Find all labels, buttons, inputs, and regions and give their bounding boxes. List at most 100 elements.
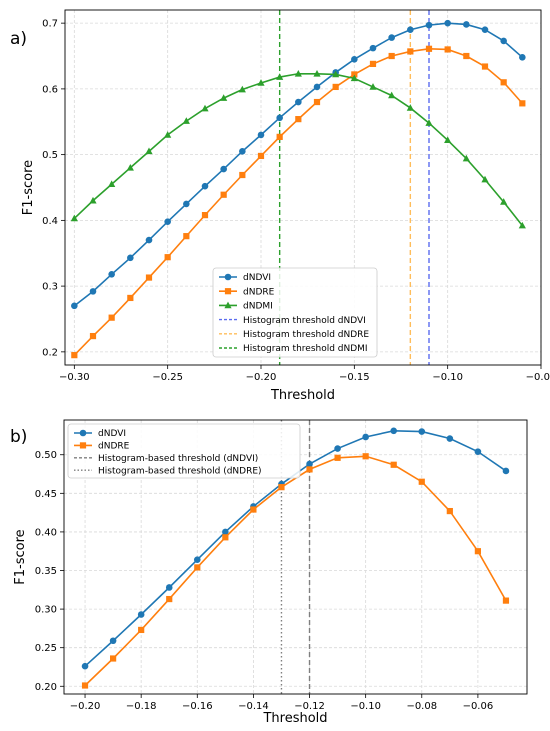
data-point — [145, 236, 153, 244]
data-point — [276, 73, 284, 80]
data-point — [70, 214, 78, 222]
y-tick-label: 0.5 — [42, 150, 58, 161]
data-point — [89, 196, 97, 204]
data-point — [306, 466, 313, 473]
y-tick-label: 0.40 — [35, 527, 57, 538]
legend-label: Histogram threshold dNDVI — [243, 316, 366, 326]
data-point — [164, 131, 172, 138]
data-point — [407, 48, 414, 55]
x-axis-label: Threshold — [270, 388, 335, 403]
data-point — [220, 165, 227, 173]
data-point — [481, 63, 489, 70]
data-point — [351, 71, 358, 78]
series-dNDRE — [71, 45, 526, 359]
data-point — [369, 60, 377, 68]
data-point — [183, 233, 190, 240]
x-tick-label: −0.14 — [238, 701, 269, 712]
data-point — [474, 548, 481, 555]
data-point — [388, 34, 395, 41]
x-axis-label: Threshold — [262, 711, 327, 726]
data-point — [109, 637, 117, 645]
data-point — [164, 218, 171, 225]
data-point — [126, 163, 134, 171]
data-point — [165, 584, 173, 591]
legend-label: dNDVI — [243, 273, 271, 283]
data-point — [474, 448, 482, 455]
legend-marker — [224, 301, 232, 309]
plot-frame — [64, 9, 542, 366]
data-point — [294, 69, 302, 77]
data-point — [108, 270, 115, 278]
legend-label: dNDMI — [243, 302, 273, 312]
data-point — [257, 131, 265, 139]
y-tick-label: 0.30 — [35, 605, 57, 616]
legend-label: dNDRE — [98, 442, 130, 452]
y-axis-label: F1-score — [21, 160, 36, 215]
legend-marker — [224, 288, 232, 295]
data-point — [137, 611, 145, 618]
x-tick-label: −0.08 — [406, 701, 437, 712]
x-tick-label: −0.12 — [294, 701, 325, 712]
data-point — [166, 595, 173, 603]
data-point — [444, 136, 452, 143]
data-point — [406, 104, 414, 111]
data-point — [334, 445, 341, 452]
data-point — [276, 133, 283, 140]
panel-label: a) — [10, 29, 27, 49]
data-point — [127, 254, 134, 262]
data-point — [463, 52, 470, 60]
data-point — [295, 98, 302, 106]
legend-label: Histogram threshold dNDMI — [243, 344, 368, 354]
data-point — [362, 433, 369, 441]
data-point — [388, 91, 396, 99]
data-point — [418, 428, 426, 435]
data-point — [127, 294, 134, 302]
legend-box — [212, 267, 378, 358]
data-point — [238, 85, 246, 93]
data-point — [193, 556, 201, 564]
y-tick-label: 0.45 — [35, 489, 57, 500]
data-point — [332, 83, 339, 91]
data-point — [222, 534, 229, 541]
data-point — [81, 682, 89, 689]
data-point — [89, 332, 97, 340]
y-tick-label: 0.6 — [42, 84, 58, 95]
series-dNDVI — [71, 19, 526, 310]
data-point — [313, 83, 321, 91]
series-dNDMI — [70, 69, 526, 229]
legend-label: dNDVI — [98, 429, 126, 439]
data-point — [390, 461, 397, 468]
data-point — [71, 352, 78, 359]
data-point — [108, 180, 116, 188]
data-point — [350, 74, 358, 82]
legend: dNDVI dNDRE dNDMI Histogram threshold dNDVI… — [212, 267, 378, 358]
data-point — [351, 56, 358, 63]
data-point — [446, 435, 454, 442]
data-point — [444, 19, 451, 27]
data-point — [334, 454, 341, 461]
x-tick-label: −0.30 — [59, 372, 90, 383]
data-point — [388, 52, 395, 60]
data-point — [362, 453, 369, 460]
x-tick-label: −0.10 — [350, 701, 381, 712]
series-line — [73, 72, 523, 227]
data-point — [138, 626, 145, 634]
data-point — [500, 79, 507, 86]
legend-marker — [79, 442, 87, 449]
legend-label: Histogram threshold dNDRE — [243, 330, 369, 340]
data-point — [220, 94, 228, 101]
data-point — [164, 254, 171, 261]
data-point — [332, 70, 340, 78]
data-point — [446, 507, 453, 515]
data-point — [313, 98, 321, 106]
y-tick-label: 0.20 — [35, 682, 57, 693]
data-point — [222, 528, 229, 536]
data-point — [278, 484, 285, 491]
data-point — [418, 478, 425, 485]
data-point — [425, 21, 433, 29]
y-tick-label: 0.4 — [42, 216, 58, 227]
data-point — [313, 69, 321, 77]
x-tick-label: −0.10 — [432, 372, 463, 383]
data-point — [295, 116, 302, 123]
data-point — [519, 100, 526, 107]
